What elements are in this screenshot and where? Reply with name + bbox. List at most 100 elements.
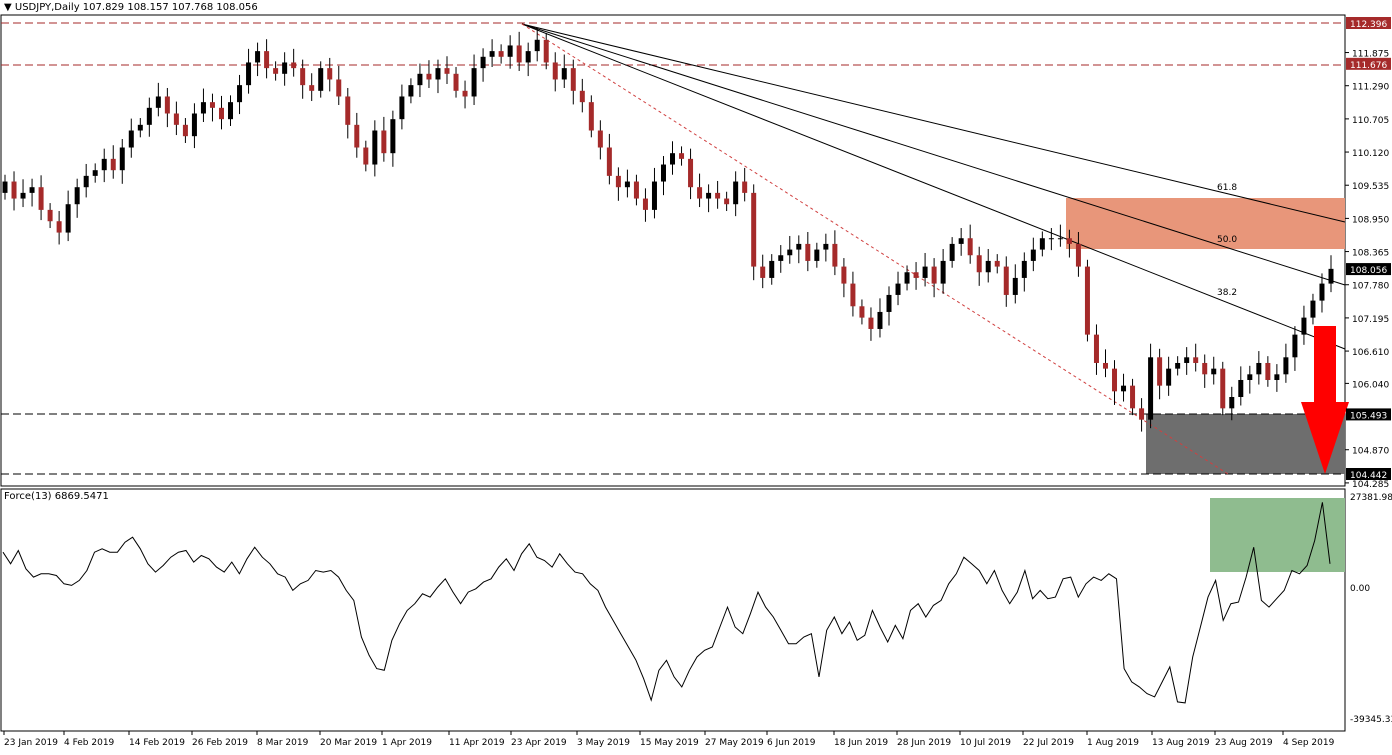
candle-body (74, 187, 80, 205)
candle-body (318, 68, 324, 91)
force-title: Force(13) 6869.5471 (4, 491, 109, 502)
price-tick-label: 107.780 (1352, 282, 1389, 292)
price-header: ▼ USDJPY,Daily 107.829 108.157 107.768 1… (4, 2, 258, 13)
candle-body (859, 306, 865, 318)
candle-body (633, 181, 639, 199)
candle-body (417, 73, 423, 86)
date-tick-label: 13 Aug 2019 (1152, 738, 1210, 748)
fib-label-500: 50.0 (1217, 235, 1237, 245)
candle-body (327, 68, 333, 80)
candle-body (38, 187, 44, 210)
candle-body (1021, 260, 1027, 278)
candle-body (309, 85, 315, 91)
date-tick-label: 20 Mar 2019 (320, 738, 377, 748)
candle-body (1139, 408, 1145, 420)
candle-body (1003, 266, 1009, 295)
candle-body (336, 79, 342, 97)
candle-body (733, 181, 739, 205)
date-tick-label: 1 Apr 2019 (382, 738, 432, 748)
candle-body (1012, 277, 1018, 295)
candle-body (976, 255, 982, 273)
candle-body (931, 266, 937, 284)
candle-body (345, 96, 351, 125)
date-tick-label: 4 Feb 2019 (64, 738, 115, 748)
candle-body (597, 130, 603, 148)
price-tick-label: 111.676 (1350, 61, 1387, 71)
candle-body (435, 68, 441, 80)
down-arrow-icon (1301, 326, 1349, 474)
date-tick-label: 10 Jul 2019 (960, 738, 1011, 748)
collapse-triangle-icon[interactable]: ▼ (4, 2, 12, 13)
candle-body (1148, 357, 1154, 420)
fib-label-382: 38.2 (1217, 288, 1237, 298)
candle-body (462, 90, 468, 97)
candle-body (868, 317, 874, 329)
date-tick-label: 11 Apr 2019 (449, 738, 505, 748)
candle-body (480, 56, 486, 69)
candle-body (56, 221, 62, 233)
candle-body (1193, 357, 1199, 363)
candle-body (832, 243, 838, 267)
date-tick-label: 28 Jun 2019 (897, 738, 951, 748)
candle-body (624, 181, 630, 188)
candle-body (660, 164, 666, 182)
candle-body (615, 175, 621, 188)
price-tag-bg (1346, 468, 1391, 480)
candle-body (516, 45, 522, 63)
candle-body (1084, 266, 1090, 335)
candle-body (787, 249, 793, 256)
candle-body (670, 153, 676, 165)
candle-body (895, 283, 901, 295)
candle-body (543, 39, 549, 63)
candle-body (724, 198, 730, 205)
candle-body (688, 158, 694, 188)
candle-body (363, 147, 369, 165)
candle-body (173, 113, 179, 125)
candle-body (1292, 334, 1298, 358)
date-tick-label: 22 Jul 2019 (1023, 738, 1074, 748)
date-tick-label: 27 May 2019 (705, 738, 764, 748)
candle-body (489, 51, 495, 57)
price-tick-label: 111.290 (1352, 83, 1389, 93)
candle-body (949, 243, 955, 261)
candle-body (146, 107, 152, 125)
candle-body (300, 68, 306, 86)
candle-body (1075, 243, 1081, 267)
candle-body (1057, 238, 1063, 240)
candle-body (128, 130, 134, 148)
candle-body (904, 272, 910, 284)
candle-body (1066, 238, 1072, 244)
date-tick-label: 14 Feb 2019 (129, 738, 185, 748)
candle-body (47, 209, 53, 222)
candle-body (291, 62, 297, 69)
candle-body (760, 266, 766, 278)
price-tag-bg (1346, 263, 1391, 276)
candle-body (65, 204, 71, 233)
candle-body (1048, 238, 1054, 240)
candle-body (1211, 368, 1217, 375)
date-tick-label: 6 Jun 2019 (767, 738, 816, 748)
candle-body (715, 192, 721, 199)
candle-body (1175, 362, 1181, 369)
force-series-line (2, 502, 1331, 704)
force-tick-label: 27381.982 (1350, 493, 1392, 503)
price-tick-label: 112.396 (1350, 20, 1387, 30)
candle-body (967, 238, 973, 256)
candle-body (841, 266, 847, 284)
candle-body (164, 96, 170, 114)
candle-body (1184, 357, 1190, 363)
price-tick-label: 108.950 (1352, 215, 1389, 225)
sell-zone-rect (1066, 198, 1345, 249)
candle-body (1093, 334, 1099, 363)
price-tick-label: 106.040 (1352, 380, 1389, 390)
candle-body (697, 187, 703, 199)
candle-body (886, 294, 892, 312)
price-tick-label: 104.870 (1352, 447, 1389, 457)
candle-body (1274, 374, 1280, 380)
candle-body (155, 96, 161, 108)
date-tick-label: 23 Apr 2019 (511, 738, 567, 748)
candle-body (218, 107, 224, 120)
force-tick-label: 0.00 (1350, 584, 1370, 594)
candle-body (1166, 368, 1172, 386)
